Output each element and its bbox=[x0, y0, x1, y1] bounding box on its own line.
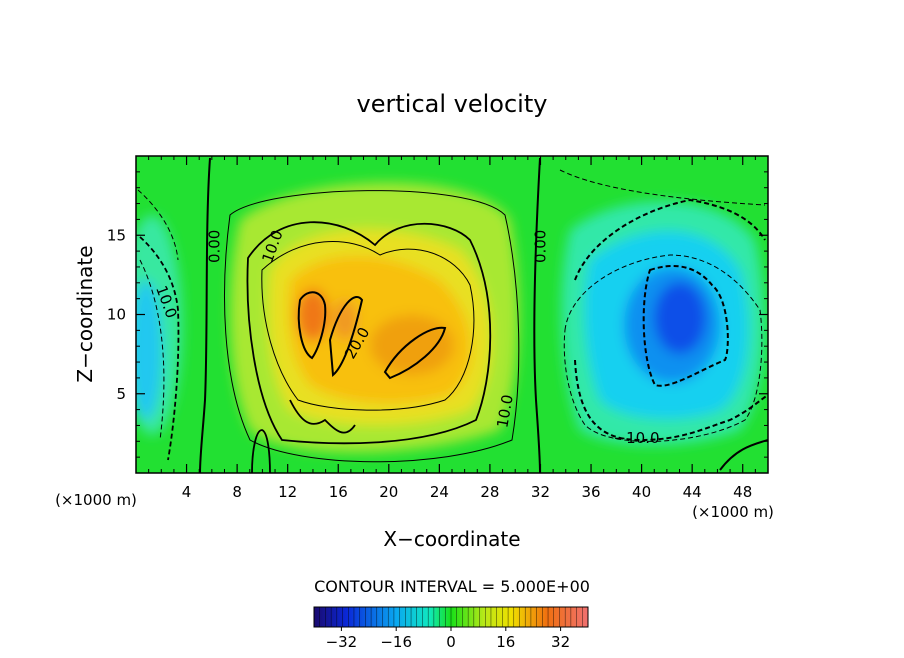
x-tick-label: 20 bbox=[379, 483, 398, 501]
contour-label: −10.0 bbox=[614, 429, 660, 447]
colorbar-tick-label: 16 bbox=[496, 633, 515, 651]
contour-label: 0.00 bbox=[205, 230, 223, 263]
x-tick-label: 44 bbox=[683, 483, 702, 501]
x-tick-label: 48 bbox=[733, 483, 752, 501]
chart-title: vertical velocity bbox=[357, 90, 548, 118]
x-tick-label: 28 bbox=[480, 483, 499, 501]
contour-label: 0.00 bbox=[531, 230, 549, 263]
x-tick-label: 16 bbox=[329, 483, 348, 501]
x-tick-label: 36 bbox=[581, 483, 600, 501]
colorbar: −32 −16 0 16 32 bbox=[313, 606, 589, 651]
colorbar-tick-label: 0 bbox=[446, 633, 456, 651]
colorbar-tick-label: 32 bbox=[551, 633, 570, 651]
x-tick-label: 8 bbox=[232, 483, 242, 501]
x-tick-label: 12 bbox=[278, 483, 297, 501]
x-tick-label: 32 bbox=[531, 483, 550, 501]
x-axis-label: X−coordinate bbox=[383, 527, 520, 551]
y-tick-label: 10 bbox=[107, 306, 126, 324]
x-axis: 4 8 12 16 20 24 28 32 36 40 44 48 bbox=[148, 156, 756, 501]
x-tick-label: 4 bbox=[182, 483, 192, 501]
contour-interval-label: CONTOUR INTERVAL = 5.000E+00 bbox=[314, 577, 590, 596]
x-unit-left: (×1000 m) bbox=[55, 491, 137, 509]
x-tick-label: 40 bbox=[632, 483, 651, 501]
y-tick-label: 15 bbox=[107, 226, 126, 244]
colorbar-tick-label: −16 bbox=[380, 633, 412, 651]
colorbar-tick-label: −32 bbox=[326, 633, 358, 651]
y-axis: 5 10 15 bbox=[107, 171, 768, 458]
y-axis-label: Z−coordinate bbox=[73, 245, 97, 382]
y-tick-label: 5 bbox=[116, 385, 126, 403]
x-tick-label: 24 bbox=[430, 483, 449, 501]
x-unit-right: (×1000 m) bbox=[692, 503, 774, 521]
contour-label: 10.0 bbox=[493, 393, 517, 429]
